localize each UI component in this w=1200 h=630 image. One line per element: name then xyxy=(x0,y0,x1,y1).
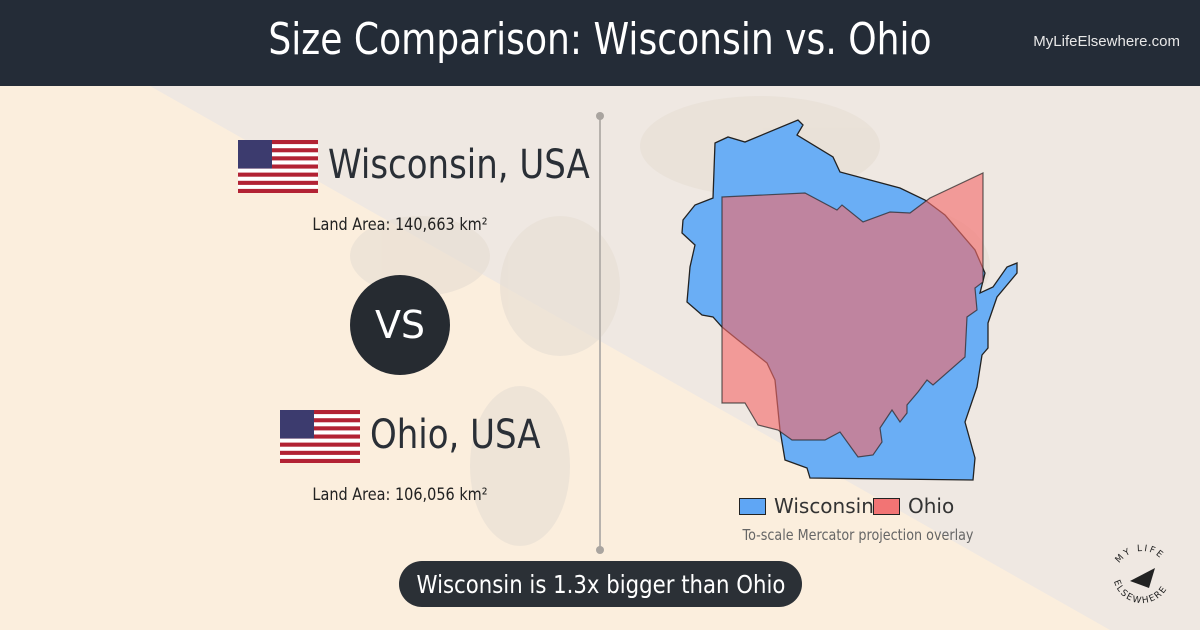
paper-plane-icon xyxy=(1130,568,1155,588)
legend-swatch-wisconsin xyxy=(739,497,766,515)
divider xyxy=(599,116,601,550)
svg-text:MY LIFE: MY LIFE xyxy=(1114,544,1166,565)
legend-label: Ohio xyxy=(908,494,955,518)
vs-badge: VS xyxy=(350,275,450,375)
result-banner: Wisconsin is 1.3x bigger than Ohio xyxy=(399,561,802,607)
legend-swatch-ohio xyxy=(873,497,900,515)
legend-wisconsin: Wisconsin xyxy=(739,494,874,518)
place2-area: Land Area: 106,056 km² xyxy=(312,485,488,505)
us-flag-icon xyxy=(238,140,318,193)
page-title: Size Comparison: Wisconsin vs. Ohio xyxy=(268,14,932,65)
divider-dot xyxy=(596,112,604,120)
site-link[interactable]: MyLifeElsewhere.com xyxy=(1033,33,1180,50)
legend-label: Wisconsin xyxy=(774,494,874,518)
ohio-shape xyxy=(721,172,984,458)
result-text: Wisconsin is 1.3x bigger than Ohio xyxy=(416,569,785,599)
place1-name: Wisconsin, USA xyxy=(328,142,590,188)
header: Size Comparison: Wisconsin vs. Ohio MyLi… xyxy=(0,0,1200,86)
map-caption: To-scale Mercator projection overlay xyxy=(742,526,974,544)
place1-area: Land Area: 140,663 km² xyxy=(312,215,488,235)
divider-dot xyxy=(596,546,604,554)
place2-name: Ohio, USA xyxy=(370,412,541,458)
mylifeelsewhere-logo: MY LIFE ELSEWHERE xyxy=(1111,544,1169,607)
legend-ohio: Ohio xyxy=(873,494,954,518)
us-flag-icon xyxy=(280,410,360,463)
